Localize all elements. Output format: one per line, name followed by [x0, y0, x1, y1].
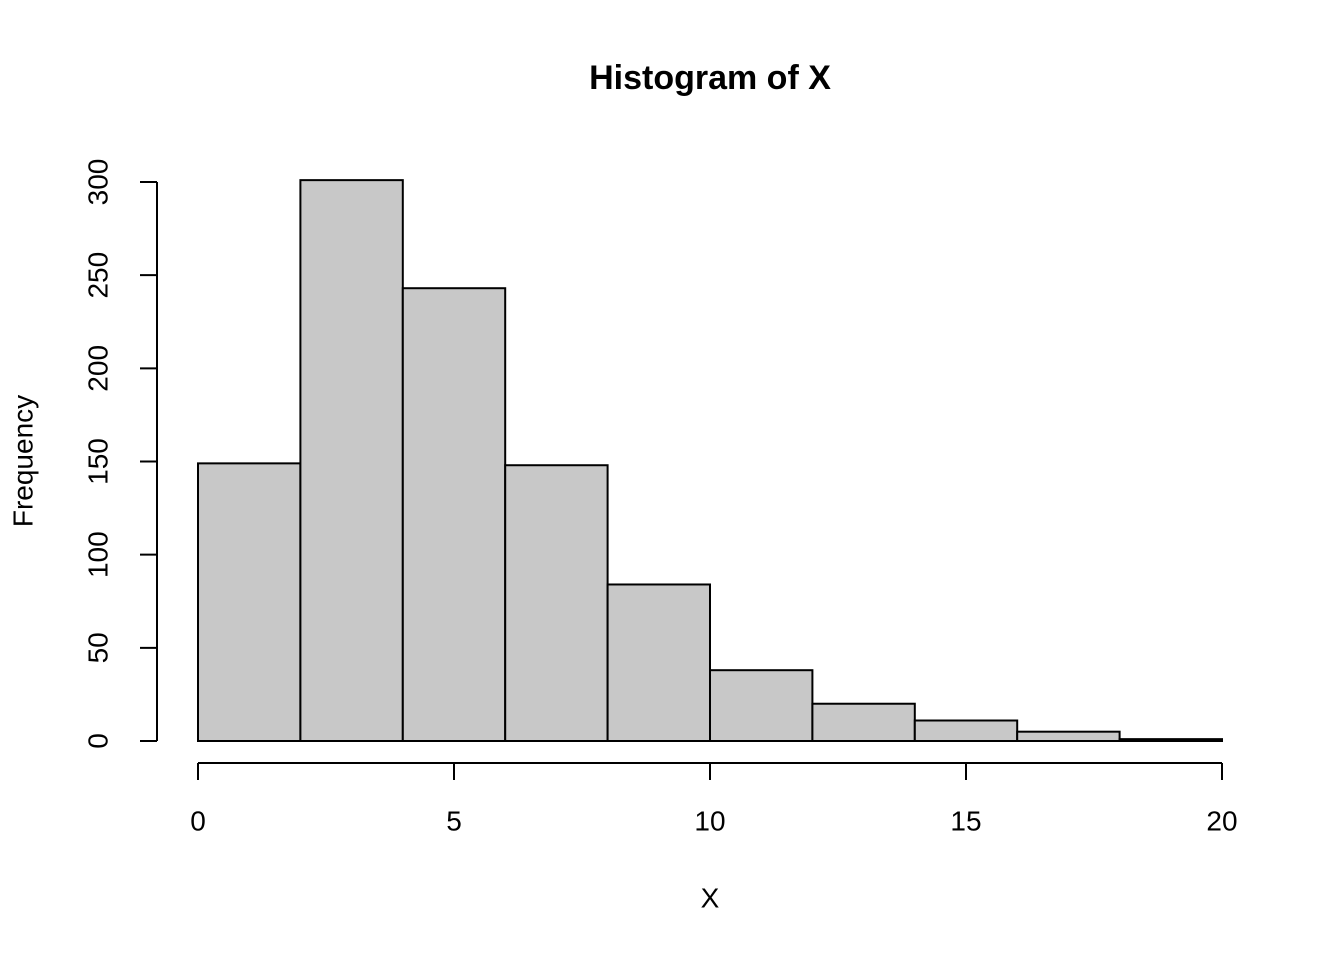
bar — [1016, 730, 1121, 743]
x-tick-label: 5 — [446, 805, 462, 836]
x-tick-label: 10 — [694, 805, 725, 836]
x-tick-label: 15 — [950, 805, 981, 836]
y-axis-label: Frequency — [7, 395, 38, 527]
bar — [299, 179, 404, 743]
bar — [197, 462, 302, 742]
x-tick-label: 20 — [1206, 805, 1237, 836]
y-tick-label: 300 — [82, 159, 113, 206]
x-axis-label: X — [701, 882, 720, 913]
y-tick-label: 150 — [82, 438, 113, 485]
bar — [401, 287, 507, 742]
bar — [504, 464, 609, 742]
y-tick-label: 50 — [82, 632, 113, 663]
bar — [709, 669, 814, 743]
y-tick-label: 200 — [82, 345, 113, 392]
chart-title: Histogram of X — [589, 59, 831, 97]
y-tick-label: 0 — [82, 733, 113, 749]
y-tick-label: 250 — [82, 252, 113, 299]
bar — [1118, 738, 1223, 742]
x-tick-label: 0 — [190, 805, 206, 836]
bar — [606, 583, 711, 742]
y-tick-label: 100 — [82, 531, 113, 578]
bar — [811, 702, 916, 743]
bar — [913, 719, 1019, 743]
